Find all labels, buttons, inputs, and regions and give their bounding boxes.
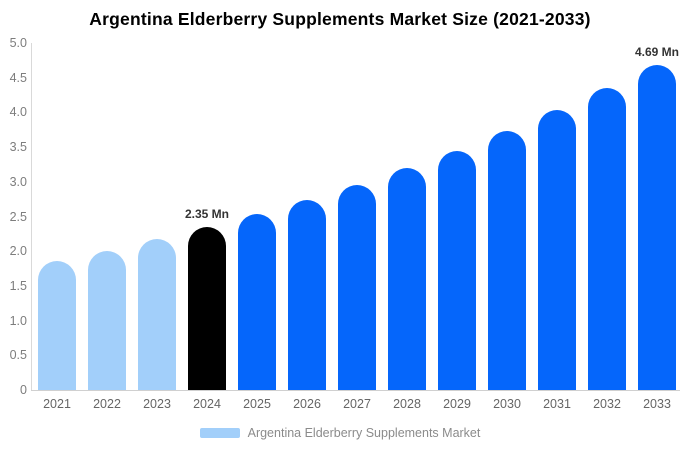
bar-2028[interactable] [388, 167, 426, 390]
bar-2025[interactable] [238, 213, 276, 390]
x-axis: 2021 2022 2023 2024 2025 2026 2027 2028 2029 2030… [32, 397, 678, 413]
y-axis-tick-label: 4.0 [9, 105, 27, 120]
x-axis-label-2027: 2027 [343, 397, 371, 411]
bar-2033[interactable] [638, 64, 676, 390]
y-axis-tick-label: 2.0 [9, 244, 27, 259]
plot-area: 2.35 Mn 4.69 Mn [32, 43, 680, 390]
y-axis: 5.0 4.5 4.0 3.5 3.0 2.5 2.0 1.5 1.0 0.5 0 [0, 36, 27, 397]
x-axis-label-2025: 2025 [243, 397, 271, 411]
bar-2032[interactable] [588, 88, 626, 390]
x-axis-line [31, 390, 680, 391]
x-axis-label-2022: 2022 [93, 397, 121, 411]
x-axis-label-2028: 2028 [393, 397, 421, 411]
x-axis-label-2029: 2029 [443, 397, 471, 411]
legend-label: Argentina Elderberry Supplements Market [247, 426, 481, 440]
legend-item[interactable]: Argentina Elderberry Supplements Market [199, 426, 481, 440]
bar-2024[interactable] [188, 226, 226, 390]
x-axis-label-2024: 2024 [193, 397, 221, 411]
y-axis-tick-label: 0.5 [9, 348, 27, 363]
bar-2027[interactable] [338, 184, 376, 390]
bar-2023[interactable] [138, 238, 176, 390]
legend-swatch-icon [199, 428, 240, 438]
x-axis-label-2026: 2026 [293, 397, 321, 411]
y-axis-tick-label: 3.5 [9, 140, 27, 155]
y-axis-tick-label: 5.0 [9, 36, 27, 50]
bar-2022[interactable] [88, 250, 126, 390]
chart-title: Argentina Elderberry Supplements Market … [89, 9, 591, 29]
bar-2029[interactable] [438, 150, 476, 390]
legend: Argentina Elderberry Supplements Market [0, 424, 680, 442]
bar-value-label: 4.69 Mn [634, 44, 680, 59]
x-axis-label-2023: 2023 [143, 397, 171, 411]
y-axis-tick-label: 3.0 [9, 174, 27, 189]
y-axis-tick-label: 0 [20, 383, 27, 397]
bar-value-label: 2.35 Mn [184, 206, 230, 221]
x-axis-label-2030: 2030 [493, 397, 521, 411]
bar-2031[interactable] [538, 110, 576, 390]
x-axis-label-2033: 2033 [643, 397, 671, 411]
x-axis-label-2021: 2021 [43, 397, 71, 411]
bar-2030[interactable] [488, 131, 526, 390]
bar-2026[interactable] [288, 199, 326, 390]
y-axis-line [31, 43, 32, 390]
bar-2021[interactable] [38, 260, 76, 390]
y-axis-tick-label: 1.0 [9, 313, 27, 328]
x-axis-label-2031: 2031 [543, 397, 571, 411]
y-axis-tick-label: 4.5 [9, 70, 27, 85]
y-axis-tick-label: 2.5 [9, 209, 27, 224]
y-axis-tick-label: 1.5 [9, 278, 27, 293]
x-axis-label-2032: 2032 [593, 397, 621, 411]
